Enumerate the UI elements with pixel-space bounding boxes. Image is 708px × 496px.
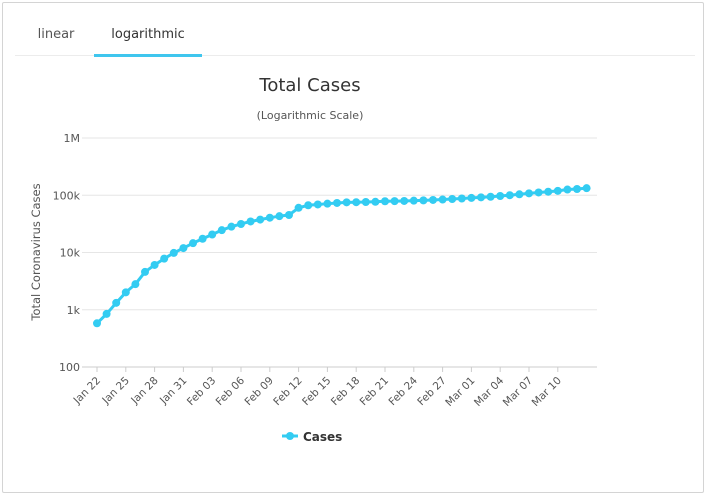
tab-logarithmic-label: logarithmic — [111, 27, 185, 42]
data-point[interactable] — [160, 254, 169, 263]
data-point[interactable] — [256, 215, 265, 224]
data-point[interactable] — [553, 186, 562, 195]
data-point[interactable] — [169, 248, 178, 257]
data-point[interactable] — [275, 212, 284, 221]
data-point[interactable] — [582, 184, 591, 193]
grid-lines — [82, 137, 597, 368]
data-point[interactable] — [313, 200, 322, 209]
data-point[interactable] — [294, 203, 303, 212]
active-tab-indicator — [94, 54, 202, 57]
data-point[interactable] — [525, 189, 533, 198]
data-point[interactable] — [333, 198, 341, 207]
legend-label-cases: Cases — [303, 430, 342, 444]
tab-linear-label: linear — [37, 27, 75, 42]
y-tick-label: 10k — [60, 247, 81, 260]
data-point[interactable] — [390, 197, 399, 206]
legend-swatch-marker — [286, 432, 294, 440]
legend[interactable]: Cases — [282, 430, 342, 444]
data-point[interactable] — [381, 197, 389, 206]
x-tick-label: Feb 18 — [329, 375, 362, 408]
data-point[interactable] — [438, 195, 447, 204]
y-tick-label: 100k — [53, 189, 81, 202]
data-point[interactable] — [457, 194, 466, 203]
x-tick-label: Feb 24 — [386, 374, 420, 408]
x-tick-label: Feb 15 — [300, 375, 333, 408]
data-point[interactable] — [486, 192, 495, 201]
data-point[interactable] — [237, 219, 245, 228]
y-tick-label: 1M — [64, 132, 81, 145]
data-point[interactable] — [323, 199, 332, 208]
data-point[interactable] — [93, 319, 101, 328]
data-point[interactable] — [563, 185, 572, 194]
x-tick-label: Jan 25 — [99, 375, 131, 407]
data-point[interactable] — [285, 211, 293, 220]
data-point[interactable] — [198, 234, 207, 243]
x-tick-label: Jan 31 — [157, 375, 189, 407]
series-line-cases — [95, 186, 587, 325]
y-tick-labels: 100 1k 10k 100k 1M — [53, 132, 81, 374]
data-point[interactable] — [342, 198, 351, 207]
data-point[interactable] — [419, 196, 428, 205]
data-point[interactable] — [246, 217, 255, 226]
data-point[interactable] — [208, 230, 217, 239]
data-point[interactable] — [467, 193, 476, 202]
x-tick-label: Feb 12 — [271, 375, 304, 408]
chart-subtitle: (Logarithmic Scale) — [257, 109, 364, 122]
x-tick-label: Feb 09 — [242, 375, 275, 408]
series-cases — [93, 184, 591, 328]
data-point[interactable] — [150, 260, 159, 269]
data-point[interactable] — [112, 298, 121, 307]
y-tick-label: 1k — [67, 304, 81, 317]
data-point[interactable] — [179, 244, 188, 253]
data-point[interactable] — [227, 222, 236, 231]
y-tick-label: 100 — [59, 361, 80, 374]
x-tick-label: Feb 21 — [358, 375, 391, 408]
data-point[interactable] — [515, 190, 524, 199]
x-tick-label: Feb 27 — [415, 375, 448, 408]
data-point[interactable] — [131, 280, 140, 289]
data-point[interactable] — [505, 191, 514, 200]
x-tick-label: Jan 22 — [71, 375, 103, 407]
data-point[interactable] — [409, 196, 418, 205]
data-point[interactable] — [429, 195, 437, 204]
x-tick-label: Mar 04 — [472, 374, 507, 409]
data-point[interactable] — [102, 309, 111, 318]
data-point[interactable] — [496, 192, 505, 201]
chart-title: Total Cases — [258, 75, 360, 96]
data-point[interactable] — [304, 201, 313, 210]
x-tick-label: Mar 10 — [530, 375, 564, 409]
data-point[interactable] — [448, 194, 457, 203]
data-point[interactable] — [352, 198, 361, 207]
data-point[interactable] — [361, 198, 370, 207]
data-point[interactable] — [141, 267, 149, 276]
x-tick-label: Jan 28 — [128, 375, 160, 407]
data-point[interactable] — [400, 196, 409, 205]
data-point[interactable] — [265, 213, 274, 222]
data-point[interactable] — [534, 188, 543, 197]
data-point[interactable] — [477, 193, 485, 202]
scale-tabs: linear logarithmic — [15, 3, 695, 57]
x-tick-label: Mar 01 — [443, 375, 477, 409]
x-tick-label: Feb 03 — [185, 375, 218, 408]
data-point[interactable] — [371, 197, 380, 206]
x-tick-label: Feb 06 — [214, 374, 248, 408]
data-point[interactable] — [544, 187, 553, 196]
data-point[interactable] — [573, 185, 581, 194]
y-axis-label: Total Coronavirus Cases — [29, 183, 43, 321]
tab-linear[interactable]: linear — [15, 3, 97, 55]
tab-logarithmic[interactable]: logarithmic — [94, 3, 202, 57]
data-point[interactable] — [189, 239, 197, 248]
data-point[interactable] — [121, 288, 130, 297]
data-point[interactable] — [217, 226, 226, 235]
x-tick-label: Mar 07 — [501, 375, 535, 409]
